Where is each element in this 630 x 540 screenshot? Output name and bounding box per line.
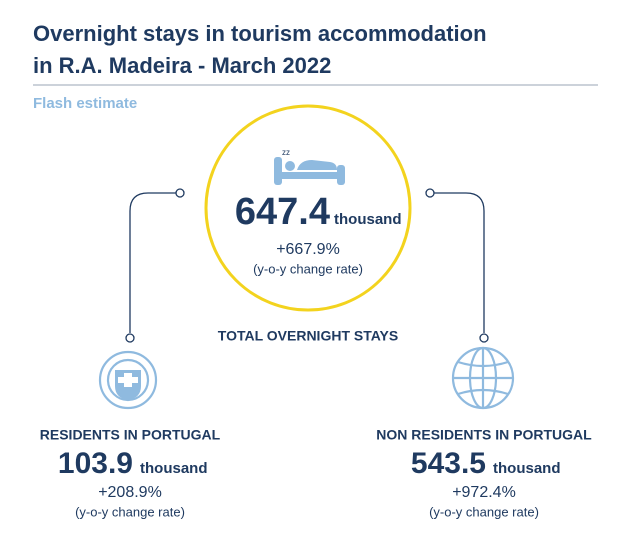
- total-label: TOTAL OVERNIGHT STAYS: [218, 328, 398, 344]
- title-line: Overnight stays in tourism accommodation: [33, 21, 487, 46]
- subtitle: Flash estimate: [33, 95, 137, 112]
- connector: [129, 192, 176, 333]
- bed-icon: zz: [274, 148, 345, 185]
- non-residents-rate: +972.4%: [452, 484, 516, 501]
- total-rate: +667.9%: [276, 241, 340, 258]
- highlight-circle: [204, 104, 412, 312]
- residents-rate-note: (y-o-y change rate): [75, 504, 185, 519]
- connector-dot: [425, 188, 435, 198]
- non-residents-value: 543.5: [411, 447, 486, 480]
- residents-unit: thousand: [140, 460, 208, 477]
- residents-label: RESIDENTS IN PORTUGAL: [40, 427, 221, 443]
- non-residents-rate-note: (y-o-y change rate): [429, 504, 539, 519]
- total-value: 647.4: [235, 191, 330, 233]
- total-rate-note: (y-o-y change rate): [253, 261, 363, 276]
- connector-dot: [175, 188, 185, 198]
- non-residents-unit: thousand: [493, 460, 561, 477]
- connector-dot: [479, 333, 489, 343]
- title-line: in R.A. Madeira - March 2022: [33, 53, 331, 78]
- connector: [434, 192, 485, 333]
- residents-rate: +208.9%: [98, 484, 162, 501]
- portugal-emblem-icon: [98, 350, 158, 410]
- non-residents-label: NON RESIDENTS IN PORTUGAL: [376, 427, 592, 443]
- connector-dot: [125, 333, 135, 343]
- z-icon: zz: [282, 148, 290, 157]
- residents-value: 103.9: [58, 447, 133, 480]
- globe-icon: [451, 346, 515, 410]
- total-unit: thousand: [334, 211, 402, 228]
